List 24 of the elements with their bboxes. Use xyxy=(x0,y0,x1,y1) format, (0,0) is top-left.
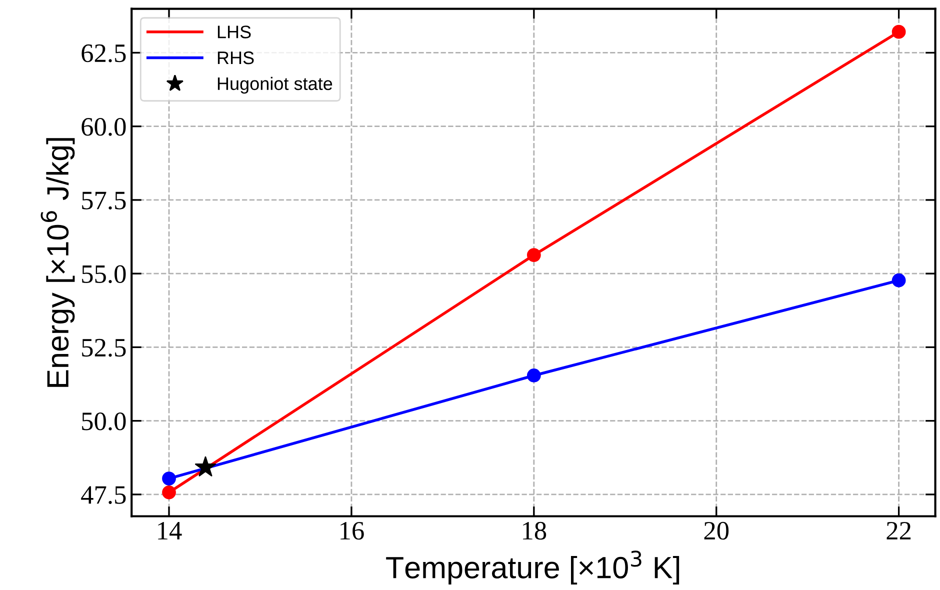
legend-label: LHS xyxy=(218,26,251,38)
y-tick-label: 62.5 xyxy=(82,44,126,62)
x-tick-label: 22 xyxy=(886,522,911,540)
legend-label: Hugoniot state xyxy=(218,76,332,94)
y-tick-label: 47.5 xyxy=(81,486,126,504)
x-axis-title: Temperature [×10$^{3}$ K] xyxy=(386,550,680,585)
x-tick-label: 14 xyxy=(158,522,182,540)
point xyxy=(526,248,541,262)
y-tick-label: 55.0 xyxy=(82,265,126,284)
point xyxy=(162,472,176,486)
y-axis-title: Energy [×10$^{6}$ J/kg] xyxy=(40,138,75,387)
y-tick-label: 57.5 xyxy=(82,192,126,210)
y-tick-label: 50.0 xyxy=(82,412,126,430)
point xyxy=(162,485,176,500)
y-tick-label: 60.0 xyxy=(82,118,126,136)
legend-label: RHS xyxy=(218,51,254,64)
x-tick-label: 16 xyxy=(340,522,364,540)
point xyxy=(892,273,906,288)
point xyxy=(892,24,906,39)
x-tick-label: 18 xyxy=(523,522,546,540)
point xyxy=(526,368,541,382)
point xyxy=(195,456,216,476)
x-tick-label: 20 xyxy=(704,522,729,540)
y-tick-label: 52.5 xyxy=(82,338,126,357)
